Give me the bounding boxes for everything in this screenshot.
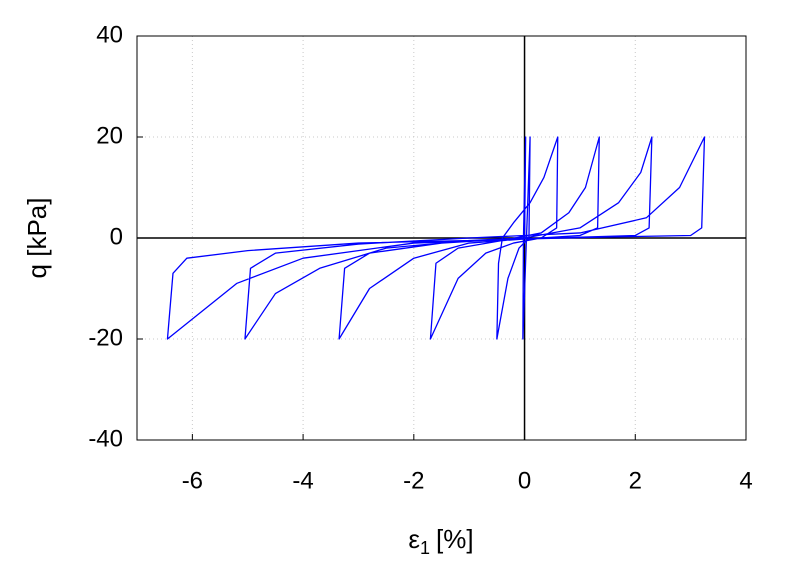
y-tick-label: 40 bbox=[96, 21, 123, 48]
y-tick-label: 20 bbox=[96, 122, 123, 149]
x-tick-label: 0 bbox=[518, 467, 531, 494]
data-line bbox=[166, 136, 706, 340]
x-tick-label: -6 bbox=[182, 467, 203, 494]
x-axis-label: ε1 [%] bbox=[408, 524, 473, 558]
x-label-unit: [%] bbox=[436, 524, 474, 554]
plot-frame bbox=[136, 35, 747, 441]
y-axis-label: q [kPa] bbox=[22, 198, 52, 279]
x-tick-label: 4 bbox=[739, 467, 752, 494]
x-label-symbol: ε bbox=[408, 524, 420, 554]
x-tick-label: -2 bbox=[403, 467, 424, 494]
x-tick-label: 2 bbox=[629, 467, 642, 494]
y-tick-label: -20 bbox=[88, 324, 123, 351]
x-tick-label: -4 bbox=[292, 467, 313, 494]
y-tick-label: -40 bbox=[88, 425, 123, 452]
x-label-subscript: 1 bbox=[420, 538, 430, 558]
y-tick-label: 0 bbox=[110, 223, 123, 250]
